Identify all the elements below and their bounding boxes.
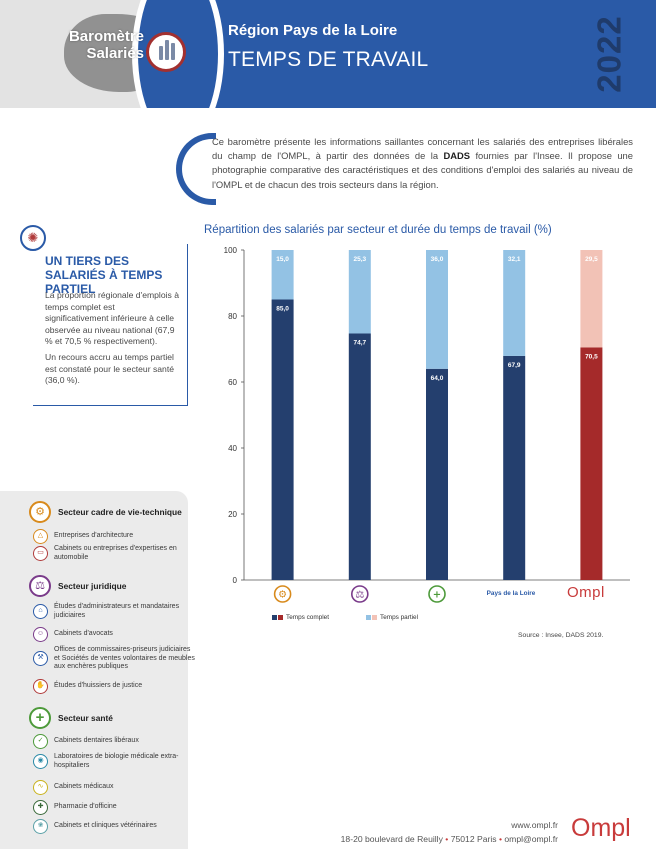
y-tick-label: 60 — [228, 378, 237, 387]
data-label-complet: 85,0 — [276, 306, 289, 313]
region-title: Région Pays de la Loire — [228, 22, 398, 39]
bar-temps-complet — [271, 299, 294, 580]
category-label-ompl: Ompl — [567, 584, 605, 601]
bar-temps-partiel — [580, 250, 603, 348]
list-item: ▭ Cabinets ou entreprises d'expertises e… — [33, 545, 196, 562]
sector-juridique: ⚖ Secteur juridique — [29, 575, 126, 597]
sante-icon: + — [428, 585, 446, 603]
data-label-complet: 64,0 — [431, 375, 444, 382]
legend-swatch-complet-ompl — [278, 615, 283, 620]
bar-temps-partiel — [426, 250, 448, 369]
y-tick-label: 100 — [224, 246, 238, 255]
microscope-icon: ◉ — [33, 754, 48, 770]
paw-icon: ❀ — [33, 819, 48, 834]
ompl-logo: Ompl — [571, 814, 631, 842]
car-icon: ▭ — [33, 546, 48, 562]
footer-website-link[interactable]: www.ompl.fr — [511, 820, 558, 830]
bar-temps-complet — [580, 347, 603, 580]
highlight-text: La proportion régionale d'emplois à temp… — [45, 290, 180, 391]
list-item: ❀ Cabinets et cliniques vétérinaires — [33, 819, 196, 834]
data-label-complet: 74,7 — [353, 339, 366, 346]
lightbulb-icon: ✺ — [20, 225, 46, 251]
pharmacy-icon: ✚ — [33, 800, 48, 815]
health-cross-icon: + — [29, 707, 51, 729]
data-label-partiel: 36,0 — [431, 256, 444, 263]
bar-temps-partiel — [271, 250, 294, 300]
cadre-de-vie-icon: ⚙ — [29, 501, 51, 523]
sector-cadre-de-vie: ⚙ Secteur cadre de vie-technique — [29, 501, 182, 523]
highlight-paragraph-2: Un recours accru au temps partiel est co… — [45, 351, 174, 386]
bar-temps-complet — [503, 355, 526, 580]
data-label-partiel: 15,0 — [276, 256, 289, 263]
list-item: △ Entreprises d'architecture — [33, 529, 196, 544]
svg-text:⚖: ⚖ — [355, 590, 364, 601]
chart-title: Répartition des salariés par secteur et … — [204, 224, 552, 236]
tooth-icon: ✓ — [33, 734, 48, 749]
highlight-paragraph-1: La proportion régionale d'emplois à temp… — [45, 290, 179, 347]
intro-bold: DADS — [443, 150, 471, 162]
data-label-partiel: 29,5 — [585, 256, 598, 263]
lawyer-icon: ☺ — [33, 627, 48, 642]
building-icon: ⌂ — [33, 604, 48, 620]
barometer-line-1: Baromètre — [68, 28, 144, 45]
list-item: ✓ Cabinets dentaires libéraux — [33, 734, 196, 749]
stethoscope-icon: ∿ — [33, 780, 48, 795]
theme-title: TEMPS DE TRAVAIL — [228, 48, 429, 71]
compass-icon: △ — [33, 529, 48, 544]
bar-temps-partiel — [348, 250, 371, 334]
legend-temps-partiel: Temps partiel — [366, 614, 418, 621]
stacked-bar-chart: 0 20 40 60 80 100 85,0 15,0 74,7 25,3 64,0 36,0 67,9… — [224, 246, 630, 603]
barometer-line-2: Salariés — [86, 45, 144, 62]
data-label-complet: 67,9 — [508, 362, 521, 369]
list-item: ⚒ Offices de commissaires-priseurs judic… — [33, 646, 196, 672]
category-label-pays-de-la-loire: Pays de la Loire — [486, 590, 536, 597]
y-tick-label: 0 — [233, 576, 238, 585]
intro-paragraph: Ce baromètre présente les informations s… — [212, 136, 633, 190]
hand-icon: ✋ — [33, 679, 48, 694]
list-item: ⌂ Études d'administrateurs et mandataire… — [33, 603, 196, 620]
highlight-box — [33, 244, 188, 406]
barometer-bars-icon — [146, 32, 186, 72]
legend-swatch-complet — [272, 615, 277, 620]
bar-temps-partiel — [503, 250, 526, 356]
scales-icon: ⚖ — [29, 575, 51, 597]
list-item: ✋ Études d'huissiers de justice — [33, 679, 196, 694]
chart-source: Source : Insee, DADS 2019. — [518, 632, 604, 639]
list-item: ☺ Cabinets d'avocats — [33, 627, 196, 642]
list-item: ✚ Pharmacie d'officine — [33, 800, 196, 815]
legend-swatch-partiel — [366, 615, 371, 620]
footer-email-link[interactable]: ompl@ompl.fr — [504, 834, 558, 844]
barometer-title: Baromètre Salariés — [44, 28, 144, 62]
y-tick-label: 80 — [228, 312, 237, 321]
svg-text:⚙: ⚙ — [278, 590, 287, 601]
svg-text:+: + — [433, 590, 441, 601]
legend-temps-complet: Temps complet — [272, 614, 329, 621]
y-tick-label: 20 — [228, 510, 237, 519]
bar-temps-complet — [426, 368, 448, 580]
legend-swatch-partiel-ompl — [372, 615, 377, 620]
list-item: ◉ Laboratoires de biologie médicale extr… — [33, 753, 196, 770]
cadre-de-vie-technique-icon: ⚙ — [273, 585, 292, 603]
footer-address: 18-20 boulevard de Reuilly • 75012 Paris… — [340, 834, 558, 844]
data-label-partiel: 25,3 — [353, 256, 366, 263]
data-label-partiel: 32,1 — [508, 256, 521, 263]
data-label-complet: 70,5 — [585, 353, 598, 360]
page-header: Baromètre Salariés Région Pays de la Loi… — [0, 0, 656, 108]
y-tick-label: 40 — [228, 444, 237, 453]
highlight-title: UN TIERS DES SALARIÉS À TEMPS PARTIEL — [45, 254, 163, 296]
juridique-icon: ⚖ — [351, 585, 369, 603]
year-label: 2022 — [591, 15, 629, 93]
bar-temps-complet — [348, 333, 371, 580]
list-item: ∿ Cabinets médicaux — [33, 780, 196, 795]
gavel-icon: ⚒ — [33, 651, 48, 667]
intro-bracket — [176, 133, 216, 205]
sector-sante: + Secteur santé — [29, 707, 113, 729]
sectors-panel: ⚙ Secteur cadre de vie-technique △ Entre… — [0, 491, 195, 849]
